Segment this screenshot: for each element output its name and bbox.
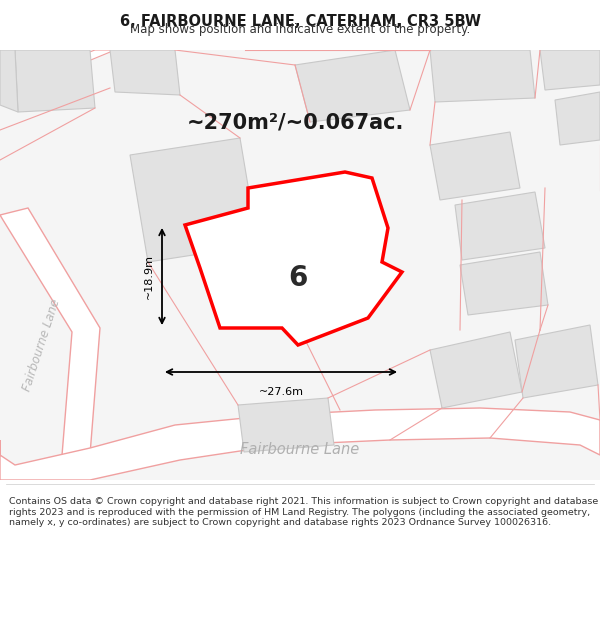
Polygon shape — [0, 408, 600, 480]
Polygon shape — [238, 398, 334, 452]
Polygon shape — [185, 172, 402, 345]
Text: Fairbourne Lane: Fairbourne Lane — [21, 298, 63, 392]
Polygon shape — [430, 132, 520, 200]
Text: Fairbourne Lane: Fairbourne Lane — [241, 442, 359, 458]
Polygon shape — [0, 208, 100, 480]
Text: 6: 6 — [289, 264, 308, 292]
Polygon shape — [555, 92, 600, 145]
Text: Map shows position and indicative extent of the property.: Map shows position and indicative extent… — [130, 23, 470, 36]
Polygon shape — [455, 192, 545, 260]
Polygon shape — [430, 332, 522, 408]
Polygon shape — [15, 50, 95, 112]
Polygon shape — [0, 50, 600, 480]
Text: Contains OS data © Crown copyright and database right 2021. This information is : Contains OS data © Crown copyright and d… — [9, 498, 598, 528]
Polygon shape — [0, 50, 18, 112]
Text: ~270m²/~0.067ac.: ~270m²/~0.067ac. — [187, 112, 404, 132]
Text: 6, FAIRBOURNE LANE, CATERHAM, CR3 5BW: 6, FAIRBOURNE LANE, CATERHAM, CR3 5BW — [119, 14, 481, 29]
Polygon shape — [0, 50, 115, 95]
Text: ~27.6m: ~27.6m — [259, 387, 304, 397]
Polygon shape — [540, 50, 600, 90]
Polygon shape — [515, 325, 598, 398]
Text: ~18.9m: ~18.9m — [144, 254, 154, 299]
Polygon shape — [110, 50, 180, 95]
Polygon shape — [460, 252, 548, 315]
Polygon shape — [430, 50, 535, 102]
Polygon shape — [130, 138, 258, 262]
Polygon shape — [295, 50, 410, 122]
